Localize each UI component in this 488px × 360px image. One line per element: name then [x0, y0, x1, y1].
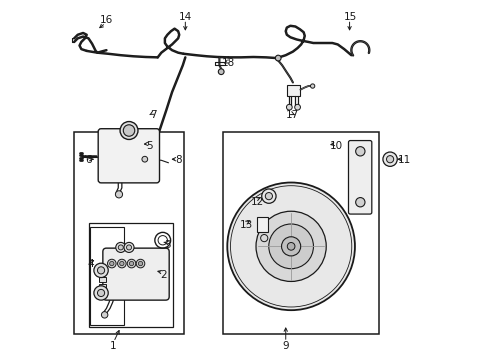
Circle shape [101, 312, 108, 318]
Bar [286, 85, 300, 96]
Text: 11: 11 [397, 155, 410, 165]
Bar [99, 277, 106, 282]
Circle shape [120, 122, 138, 139]
Bar [88, 223, 172, 327]
Circle shape [310, 84, 314, 88]
FancyBboxPatch shape [102, 248, 169, 300]
Text: 5: 5 [146, 141, 152, 151]
Circle shape [265, 193, 272, 200]
FancyBboxPatch shape [98, 129, 159, 183]
Bar [99, 284, 106, 289]
Circle shape [138, 261, 142, 266]
Circle shape [287, 243, 294, 250]
Circle shape [115, 191, 122, 198]
Bar [74, 132, 183, 334]
Bar [223, 132, 378, 334]
Circle shape [94, 286, 108, 300]
Text: 6: 6 [85, 155, 92, 165]
Circle shape [126, 245, 131, 250]
Bar [256, 217, 267, 232]
Circle shape [286, 104, 292, 110]
Text: 2: 2 [160, 270, 167, 280]
Circle shape [97, 267, 104, 274]
Circle shape [124, 242, 134, 252]
Circle shape [294, 104, 300, 110]
Text: 4: 4 [87, 259, 93, 269]
Text: 16: 16 [100, 15, 113, 26]
Circle shape [117, 259, 126, 268]
Circle shape [268, 224, 313, 269]
Text: 10: 10 [329, 141, 342, 151]
Circle shape [97, 289, 104, 297]
Circle shape [109, 261, 114, 266]
Text: 17: 17 [285, 111, 299, 121]
Circle shape [227, 183, 354, 310]
Circle shape [142, 156, 147, 162]
Text: 12: 12 [250, 197, 263, 207]
Circle shape [261, 189, 276, 203]
Text: 9: 9 [282, 341, 288, 351]
Circle shape [355, 198, 364, 207]
Circle shape [94, 263, 108, 278]
Circle shape [123, 125, 135, 136]
Circle shape [120, 261, 124, 266]
Circle shape [107, 259, 116, 268]
Circle shape [275, 55, 281, 61]
Text: 7: 7 [149, 111, 156, 121]
Circle shape [136, 259, 144, 268]
Circle shape [127, 259, 136, 268]
Bar [89, 226, 123, 325]
Text: 14: 14 [178, 12, 192, 22]
Circle shape [281, 237, 300, 256]
Text: 15: 15 [343, 12, 356, 22]
FancyBboxPatch shape [348, 140, 371, 214]
Text: 8: 8 [175, 155, 181, 165]
Circle shape [129, 261, 133, 266]
Circle shape [116, 242, 125, 252]
Circle shape [118, 245, 123, 250]
Text: 1: 1 [110, 341, 117, 351]
Circle shape [386, 156, 393, 163]
Circle shape [256, 211, 325, 282]
Text: 3: 3 [164, 239, 170, 249]
Text: 13: 13 [239, 220, 252, 230]
Circle shape [218, 69, 224, 75]
Circle shape [382, 152, 396, 166]
Circle shape [355, 147, 364, 156]
Text: 18: 18 [221, 58, 235, 68]
